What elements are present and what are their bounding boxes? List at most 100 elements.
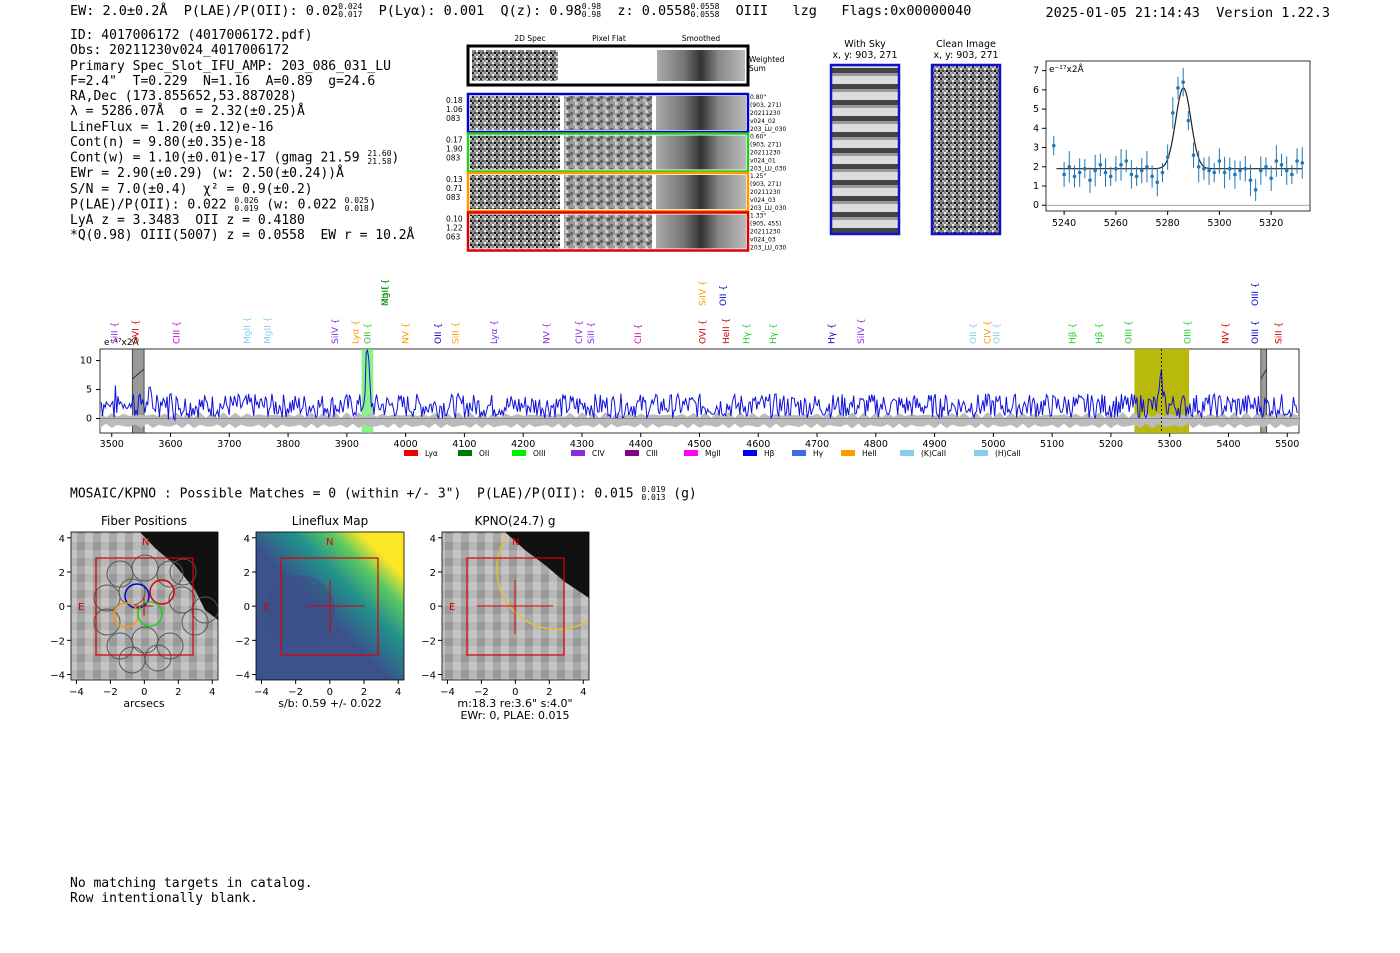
cutout-right-label: 20211230	[750, 110, 781, 117]
spec-xtick-label: 3800	[276, 439, 300, 450]
kpno-info-1: m:18.3 re:3.6" s:4.0"	[457, 697, 572, 710]
spec-masked-band	[131, 348, 145, 434]
cutout-right-label: 203_LU_030	[750, 205, 787, 212]
cutout-left-label: 083	[446, 193, 461, 202]
spec-line-label: OIII {	[1251, 320, 1261, 344]
zoom-data-point	[1119, 163, 1123, 167]
cutout-2dspec	[470, 135, 560, 170]
zoom-data-point	[1217, 159, 1222, 163]
spec-legend-swatch	[900, 450, 914, 456]
zoom-data-point	[1238, 168, 1242, 173]
zoom-data-point	[1160, 170, 1165, 175]
spec-line-label: MgII {	[243, 317, 253, 344]
cutout-left-label: 0.18	[446, 96, 463, 105]
zoom-data-point	[1077, 170, 1082, 175]
zoom-data-point	[1243, 166, 1248, 171]
clean-image-coords: x, y: 903, 271	[933, 50, 998, 61]
zoom-data-point	[1124, 159, 1129, 163]
spec-legend-label: OII	[479, 449, 489, 458]
map-ytick-label: −4	[235, 671, 250, 682]
info-id: ID: 4017006172 (4017006172.pdf)	[70, 28, 313, 43]
cutout-right-label: v024_02	[750, 118, 776, 125]
zoom-data-point	[1176, 86, 1180, 90]
spec-line-label: MgII {	[264, 317, 274, 344]
zoom-data-point	[1129, 172, 1134, 177]
cutout-right-label: 1.25"	[750, 173, 766, 180]
map-xtick-label: −4	[254, 687, 269, 698]
cutout-2dspec	[470, 214, 560, 249]
map-xtick-label: −4	[440, 687, 455, 698]
spec-line-label: CIV {	[575, 320, 585, 344]
map-xtick-label: 2	[361, 687, 367, 698]
weighted-smoothed	[657, 50, 745, 81]
cutout-left-label: 0.71	[446, 184, 463, 193]
map-ytick-label: 4	[59, 534, 65, 545]
zoom-data-point	[1108, 174, 1113, 179]
map-xtick-label: 0	[141, 687, 147, 698]
clean-image-title: Clean Image	[936, 39, 996, 50]
cutout-pixelflat	[564, 96, 652, 130]
zoom-ytick-label: 4	[1033, 123, 1039, 134]
cutout-right-label: 20211230	[750, 150, 781, 157]
spec-legend-swatch	[792, 450, 806, 456]
arcsecs-label: arcsecs	[123, 697, 165, 710]
zoom-data-point	[1145, 164, 1149, 169]
cutout-panels: 2D Spec Pixel Flat Smoothed Weighted Sum…	[446, 34, 787, 252]
spec-line-label: SiII {	[1274, 322, 1284, 344]
spec-line-label: SiIV {	[698, 280, 708, 306]
spec-xtick-label: 5300	[1158, 439, 1182, 450]
map-ytick-label: 2	[430, 568, 436, 579]
zoom-data-point	[1072, 174, 1077, 179]
map-xtick-label: 4	[580, 687, 586, 698]
zoom-data-point	[1083, 166, 1087, 171]
cutout-left-label: 1.90	[446, 145, 463, 154]
zoom-data-point	[1103, 170, 1108, 175]
map-ytick-label: −4	[421, 671, 436, 682]
spec-line-label: OII {	[969, 323, 979, 344]
map-xtick-label: 4	[209, 687, 215, 698]
zoom-data-point	[1196, 164, 1201, 169]
fiber-positions-panel: N E	[70, 531, 219, 681]
cutout-right-label: 20211230	[750, 229, 781, 236]
map-xtick-label: 2	[175, 687, 181, 698]
spec-ytick-label: 10	[80, 356, 92, 367]
spec-xtick-label: 3700	[217, 439, 241, 450]
zoom-data-point	[1248, 178, 1253, 183]
cutout-pixelflat	[564, 135, 652, 170]
with-sky-coords: x, y: 903, 271	[832, 50, 897, 61]
zoom-data-point	[1098, 163, 1103, 167]
spec-line-label: OII {	[992, 323, 1002, 344]
spec-line-label: OII {	[381, 285, 391, 306]
col-title-pixelflat: Pixel Flat	[592, 34, 626, 43]
zoom-data-point	[1264, 164, 1268, 169]
spec-legend-label: MgII	[705, 449, 721, 458]
spec-legend-label: Hγ	[813, 449, 824, 458]
spec-masked-band	[1260, 348, 1268, 434]
info-ewr: EWr = 2.90(±0.29) (w: 2.50(±0.24))Å	[70, 166, 344, 182]
zoom-ytick-label: 6	[1033, 85, 1039, 96]
svg-text:N: N	[326, 537, 333, 548]
spec-ytick-label: 0	[86, 414, 92, 425]
kpno-panel: N E	[441, 531, 590, 681]
map-xtick-label: 0	[327, 687, 333, 698]
map-ytick-label: 2	[244, 568, 250, 579]
zoom-data-point	[1222, 170, 1227, 175]
zoom-data-point	[1139, 168, 1144, 173]
zoom-xtick-label: 5260	[1104, 218, 1128, 229]
zoom-ytick-label: 1	[1033, 181, 1039, 192]
catalog-match-line: MOSAIC/KPNO : Possible Matches = 0 (with…	[70, 485, 697, 502]
zoom-data-point	[1165, 155, 1170, 159]
timestamp-version: 2025-01-05 21:14:43 Version 1.22.3	[1045, 5, 1331, 21]
info-obs: Obs: 20211230v024_4017006172	[70, 43, 290, 59]
cutout-right-label: v024_03	[750, 237, 776, 244]
spec-line-label: OIII {	[1251, 282, 1261, 306]
zoom-data-point	[1088, 178, 1092, 183]
zoom-data-point	[1290, 172, 1294, 177]
spec-ytick-label: 5	[86, 385, 92, 396]
spec-hatch	[132, 368, 145, 380]
map-ytick-label: 0	[430, 602, 436, 613]
zoom-ytick-label: 3	[1033, 143, 1039, 154]
spec-line-label: OIII {	[1183, 320, 1193, 344]
info-lineflux: LineFlux = 1.20(±0.12)e-16	[70, 119, 274, 135]
cutout-right-label: 203_LU_030	[750, 166, 787, 173]
